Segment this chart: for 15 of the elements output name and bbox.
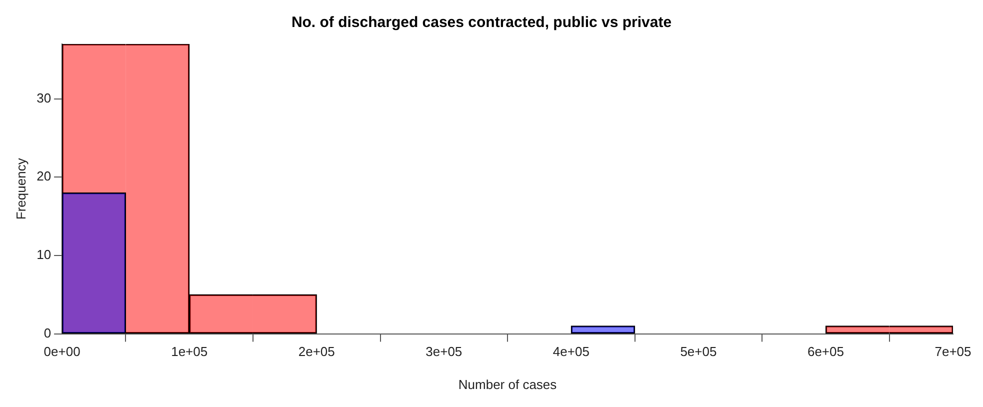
y-tick-label: 0 — [44, 325, 52, 340]
x-tick-label: 7e+05 — [934, 344, 972, 360]
chart-title: No. of discharged cases contracted, public vs private — [291, 14, 672, 32]
y-tick-label: 20 — [36, 168, 52, 184]
y-axis-title: Frequency — [13, 158, 28, 220]
x-tick-label: 5e+05 — [680, 344, 717, 360]
y-tick-label: 30 — [36, 90, 52, 106]
x-tick-label: 6e+05 — [807, 344, 844, 360]
x-tick-label: 4e+05 — [552, 344, 590, 360]
x-tick-label: 3e+05 — [426, 344, 462, 360]
x-axis-title: Number of cases — [458, 376, 558, 392]
x-tick-label: 0e+00 — [44, 344, 80, 360]
x-tick-label: 1e+05 — [171, 344, 208, 360]
x-tick-label: 2e+05 — [298, 344, 335, 360]
y-tick-label: 10 — [36, 247, 52, 262]
